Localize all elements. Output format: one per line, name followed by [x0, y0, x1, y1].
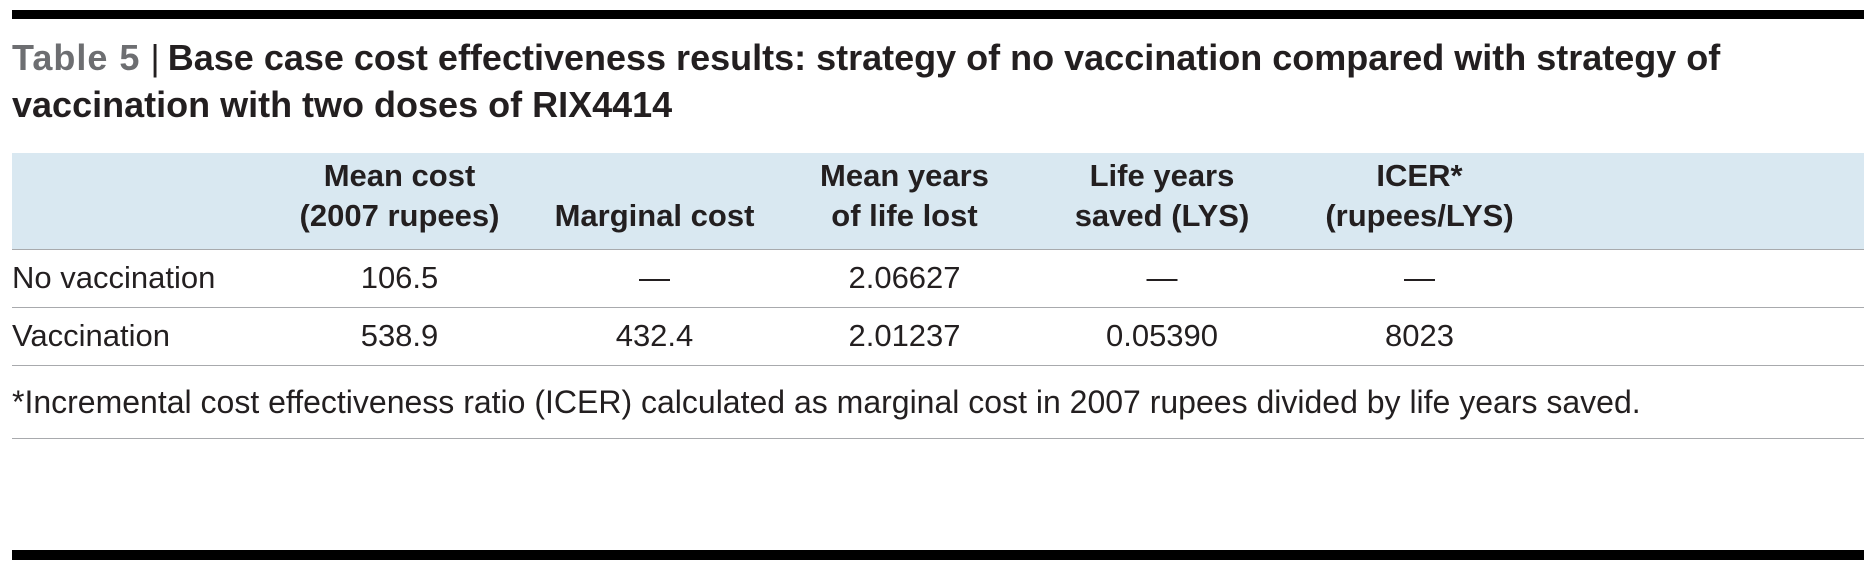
table-header-row: Mean cost (2007 rupees) Marginal cost Me… — [12, 152, 1864, 250]
row-spacer — [1552, 308, 1864, 365]
row-spacer — [1552, 250, 1864, 307]
header-cell-life-years-saved: Life years saved (LYS) — [1074, 158, 1250, 234]
header-cell-mean-years-life-lost: Mean years of life lost — [820, 158, 989, 234]
cell-marginal-cost: — — [639, 260, 670, 296]
row-label: No vaccination — [12, 260, 216, 296]
table-title: Table 5 | Base case cost effectiveness res… — [12, 35, 1732, 129]
title-separator: | — [150, 37, 160, 78]
cell-marginal-cost: 432.4 — [615, 318, 694, 354]
table-caption-text: Base case cost effectiveness results: st… — [12, 37, 1721, 125]
cell-mean-years-life-lost: 2.01237 — [848, 318, 961, 354]
cell-mean-years-life-lost: 2.06627 — [848, 260, 961, 296]
table-row-vaccination: Vaccination 538.9 432.4 2.01237 0.05390 … — [12, 308, 1864, 366]
top-rule — [12, 10, 1864, 19]
header-cell-marginal-cost: Marginal cost — [554, 198, 755, 234]
cell-life-years-saved: — — [1146, 260, 1178, 296]
cell-life-years-saved: 0.05390 — [1105, 318, 1219, 354]
cell-icer: 8023 — [1385, 318, 1454, 354]
cell-mean-cost: 538.9 — [360, 318, 439, 354]
cell-mean-cost: 106.5 — [360, 260, 439, 296]
header-cell-empty — [12, 153, 262, 249]
header-cell-icer: ICER* (rupees/LYS) — [1325, 158, 1514, 234]
cell-icer: — — [1404, 260, 1435, 296]
table-footnote: *Incremental cost effectiveness ratio (I… — [12, 366, 1864, 439]
results-table: Mean cost (2007 rupees) Marginal cost Me… — [12, 152, 1864, 366]
header-cell-mean-cost: Mean cost (2007 rupees) — [299, 158, 500, 234]
row-label: Vaccination — [12, 318, 170, 354]
table-row-no-vaccination: No vaccination 106.5 — 2.06627 — — — [12, 250, 1864, 308]
header-spacer — [1552, 153, 1864, 249]
bottom-rule — [12, 550, 1864, 560]
table-number-label: Table 5 — [12, 37, 141, 78]
